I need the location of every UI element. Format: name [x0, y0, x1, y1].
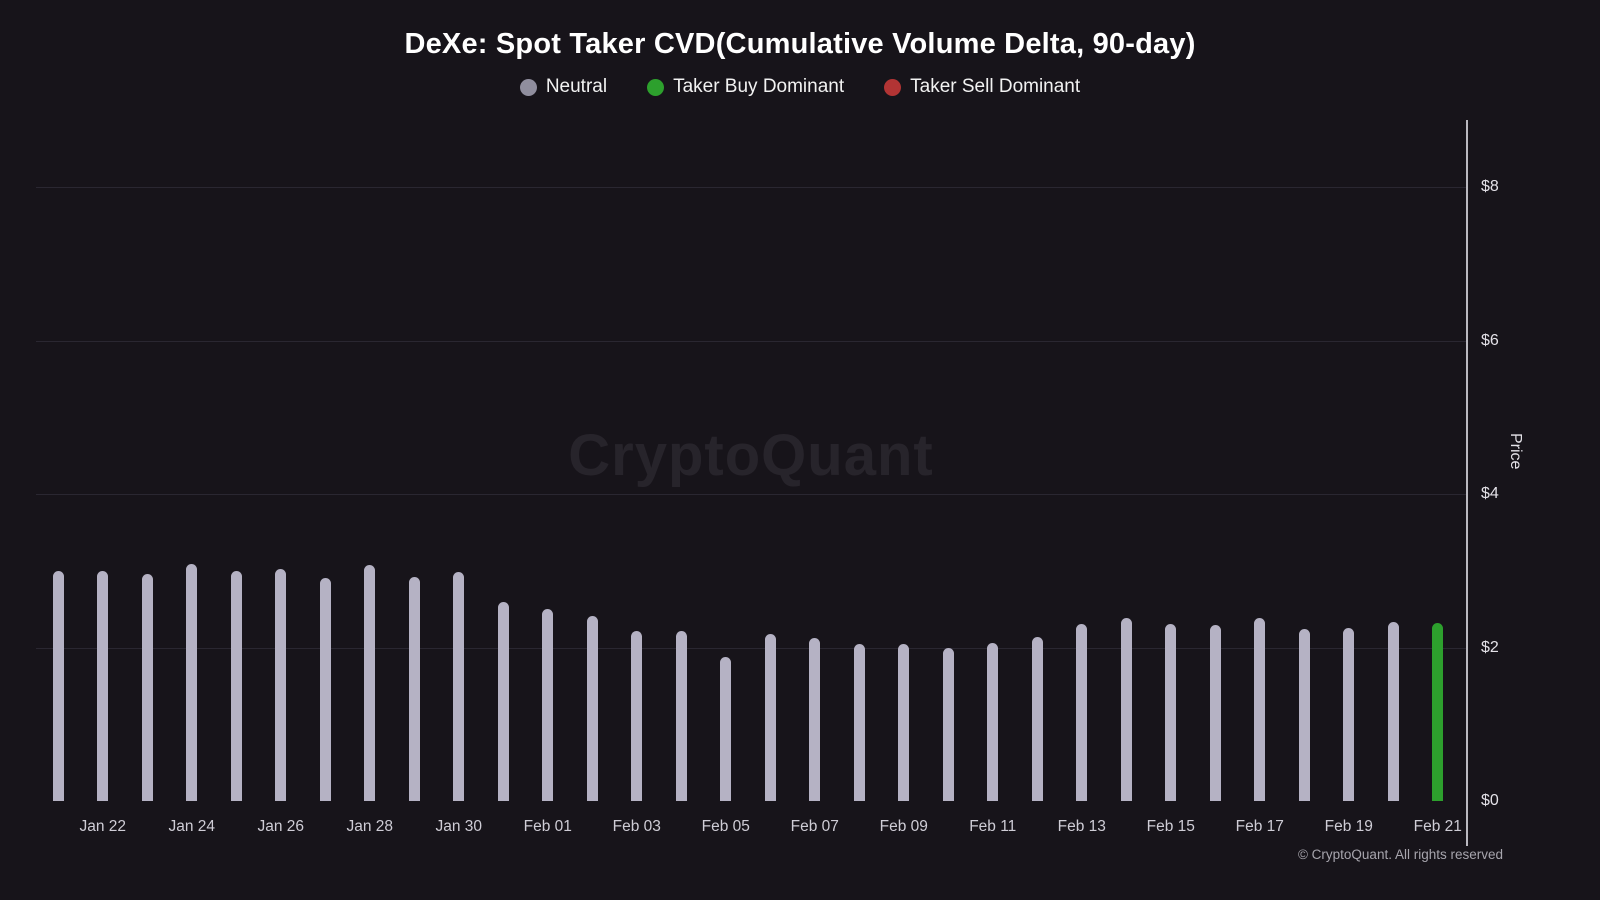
y-axis-title: Price — [1507, 433, 1524, 470]
bar-feb-19[interactable] — [1343, 627, 1355, 801]
y-tick-label: $4 — [1481, 485, 1499, 502]
bar-feb-08[interactable] — [853, 644, 865, 801]
neutral-dot-icon — [519, 78, 537, 96]
bar-feb-13[interactable] — [1076, 623, 1088, 801]
y-tick-label: $8 — [1481, 178, 1499, 195]
bar-feb-12[interactable] — [1031, 636, 1043, 801]
legend-label-taker-sell: Taker Sell Dominant — [910, 76, 1081, 97]
bar-jan-26[interactable] — [275, 569, 287, 801]
x-tick-label: Feb 03 — [612, 818, 661, 835]
gridline — [36, 647, 1466, 649]
bar-feb-18[interactable] — [1298, 629, 1310, 801]
bar-jan-30[interactable] — [453, 571, 465, 801]
x-tick-label: Jan 24 — [168, 818, 216, 835]
x-tick-label: Feb 09 — [879, 818, 928, 835]
bar-feb-03[interactable] — [631, 631, 643, 801]
gridline — [36, 187, 1466, 188]
legend-label-taker-buy: Taker Buy Dominant — [673, 76, 845, 97]
taker-sell-dot-icon — [884, 78, 902, 96]
bar-jan-23[interactable] — [141, 573, 153, 801]
bar-jan-24[interactable] — [186, 563, 198, 801]
taker-buy-dot-icon — [647, 78, 665, 96]
bar-feb-14[interactable] — [1120, 617, 1132, 801]
y-axis-line — [1466, 120, 1468, 846]
legend-item-taker-buy[interactable]: Taker Buy Dominant — [647, 76, 844, 98]
bar-jan-21[interactable] — [52, 570, 64, 801]
bar-jan-22[interactable] — [97, 570, 109, 801]
bar-feb-20[interactable] — [1387, 622, 1399, 801]
bar-feb-15[interactable] — [1165, 623, 1177, 801]
x-tick-label: Jan 30 — [435, 818, 483, 835]
bar-feb-07[interactable] — [809, 638, 821, 801]
bar-jan-29[interactable] — [408, 576, 420, 801]
bar-feb-11[interactable] — [987, 642, 999, 801]
legend-label-neutral: Neutral — [545, 76, 608, 97]
cryptoquant-watermark: CryptoQuant — [568, 423, 934, 488]
bar-feb-06[interactable] — [764, 633, 776, 801]
x-tick-label: Feb 21 — [1413, 818, 1462, 835]
legend: Neutral Taker Buy Dominant Taker Sell Do… — [0, 76, 1600, 98]
bar-feb-16[interactable] — [1209, 625, 1221, 801]
bar-jan-28[interactable] — [364, 564, 376, 801]
gridline — [36, 340, 1466, 342]
x-tick-label: Feb 07 — [790, 818, 839, 835]
x-tick-label: Feb 15 — [1146, 818, 1195, 835]
x-tick-label: Feb 01 — [523, 818, 572, 835]
x-tick-label: Jan 22 — [79, 818, 127, 835]
x-tick-label: Feb 19 — [1324, 818, 1373, 835]
x-tick-label: Feb 13 — [1057, 818, 1106, 835]
y-tick-label: $2 — [1481, 638, 1499, 656]
bar-feb-04[interactable] — [675, 630, 687, 801]
page-title: DeXe: Spot Taker CVD(Cumulative Volume D… — [404, 28, 1196, 60]
bar-feb-21[interactable] — [1432, 622, 1444, 801]
bar-jan-31[interactable] — [497, 602, 509, 801]
bar-feb-01[interactable] — [542, 609, 554, 801]
bar-feb-05[interactable] — [720, 656, 732, 801]
x-tick-label: Jan 26 — [257, 818, 305, 835]
x-tick-label: Jan 28 — [346, 818, 394, 835]
y-tick-label: $0 — [1481, 792, 1499, 809]
bar-feb-09[interactable] — [898, 643, 910, 801]
x-tick-label: Feb 05 — [701, 818, 750, 835]
y-tick-label: $6 — [1481, 331, 1499, 349]
x-tick-label: Feb 11 — [969, 818, 1017, 835]
legend-item-neutral[interactable]: Neutral — [519, 76, 608, 98]
gridline — [36, 494, 1466, 495]
bar-jan-27[interactable] — [319, 578, 331, 801]
bar-jan-25[interactable] — [230, 570, 242, 801]
bar-feb-10[interactable] — [942, 647, 954, 801]
bar-feb-02[interactable] — [586, 616, 598, 801]
copyright-notice: © CryptoQuant. All rights reserved — [1297, 847, 1503, 862]
legend-item-taker-sell[interactable]: Taker Sell Dominant — [884, 76, 1080, 98]
x-tick-label: Feb 17 — [1235, 818, 1284, 835]
bar-feb-17[interactable] — [1254, 618, 1266, 801]
